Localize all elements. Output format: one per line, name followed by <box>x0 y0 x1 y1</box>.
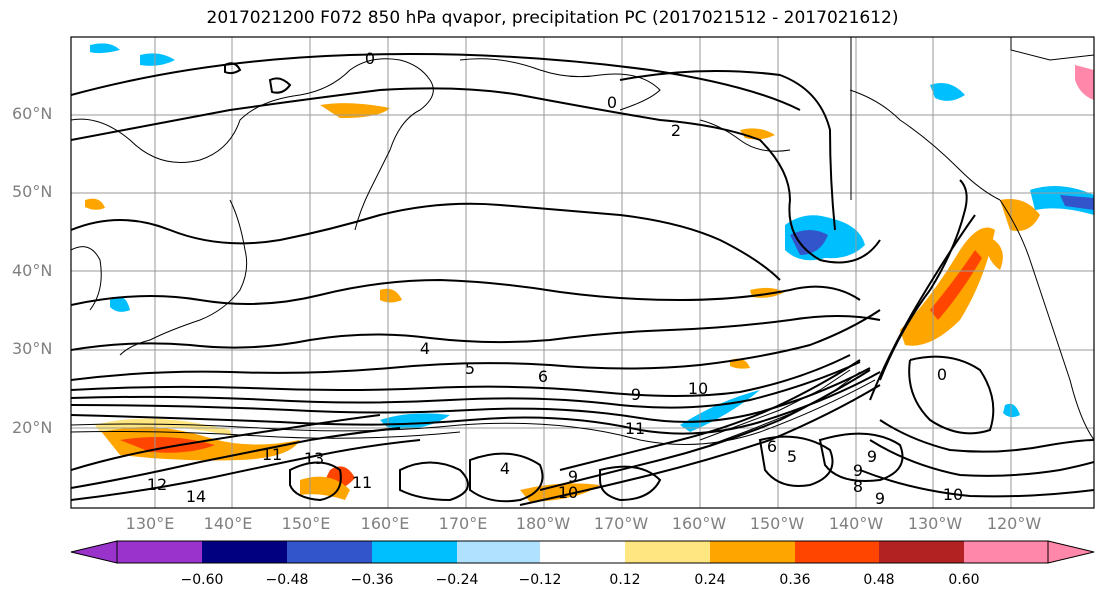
lon-label: 170°E <box>438 514 488 533</box>
contour-label: 9 <box>568 467 578 486</box>
contour-labels: 0 0 2 4 5 6 9 10 11 11 12 13 14 11 9 9 8… <box>147 49 963 508</box>
colorbar-tick: 0.60 <box>948 572 980 588</box>
colorbar-bin <box>540 541 625 563</box>
lon-label: 170°W <box>593 514 649 533</box>
lon-label: 180°W <box>515 514 571 533</box>
colorbar-tick: −0.12 <box>518 572 562 588</box>
contour-label: 6 <box>767 437 777 456</box>
lon-label: 130°E <box>125 514 175 533</box>
contour-label: 10 <box>943 485 963 504</box>
lat-label: 30°N <box>12 339 53 358</box>
map-title: 2017021200 F072 850 hPa qvapor, precipit… <box>206 8 899 28</box>
contour-label: 11 <box>625 419 645 438</box>
colorbar-tick: 0.24 <box>694 572 726 588</box>
contour-label: 9 <box>631 385 641 404</box>
lon-label: 120°W <box>986 514 1042 533</box>
colorbar-extend-high <box>1047 540 1095 564</box>
colorbar-tick: 0.36 <box>779 572 811 588</box>
contour-label: 10 <box>688 379 708 398</box>
contour-label: 4 <box>500 459 510 478</box>
colorbar-bin <box>879 541 964 563</box>
contour-label: 0 <box>937 365 947 384</box>
lat-label: 20°N <box>12 418 53 437</box>
lon-label: 160°E <box>360 514 410 533</box>
contour-label: 4 <box>420 339 430 358</box>
contour-label: 13 <box>304 449 324 468</box>
colorbar-tick: −0.24 <box>435 572 479 588</box>
contour-label: 5 <box>787 447 797 466</box>
map-frame <box>70 36 1095 509</box>
lat-label: 60°N <box>12 104 53 123</box>
contour-label: 12 <box>147 475 167 494</box>
contour-label: 10 <box>558 483 578 502</box>
contour-label: 2 <box>671 121 681 140</box>
colorbar-extend-low <box>70 540 118 564</box>
colorbar-bin <box>117 541 202 563</box>
colorbar-tick: −0.48 <box>265 572 309 588</box>
thin-contours <box>71 369 876 446</box>
contour-label: 9 <box>875 489 885 508</box>
contour-label: 11 <box>262 445 282 464</box>
colorbar-tick: −0.60 <box>180 572 224 588</box>
colorbar <box>70 540 1095 564</box>
lon-label: 150°W <box>749 514 805 533</box>
colorbar-bin <box>964 541 1048 563</box>
graticule <box>71 37 1094 508</box>
colorbar-tick: −0.36 <box>350 572 394 588</box>
lat-label: 40°N <box>12 261 53 280</box>
contour-label: 8 <box>853 477 863 496</box>
colorbar-bin <box>795 541 879 563</box>
lon-label: 140°W <box>828 514 884 533</box>
lon-label: 130°W <box>907 514 963 533</box>
lon-label: 140°E <box>203 514 253 533</box>
colorbar-bin <box>625 541 710 563</box>
colorbar-tick: 0.48 <box>863 572 895 588</box>
colorbar-bin <box>457 541 540 563</box>
contour-label: 9 <box>853 461 863 480</box>
lat-label: 50°N <box>12 182 53 201</box>
contour-label: 11 <box>352 473 372 492</box>
map-panel: 0 0 2 4 5 6 9 10 11 11 12 13 14 11 9 9 8… <box>71 37 1094 508</box>
colorbar-bin <box>372 541 457 563</box>
lon-label: 150°E <box>281 514 331 533</box>
colorbar-bin <box>202 541 287 563</box>
colorbar-bin <box>287 541 372 563</box>
contour-label: 0 <box>365 49 375 68</box>
contour-label: 9 <box>867 447 877 466</box>
contour-label: 14 <box>186 487 206 506</box>
lon-label: 160°W <box>671 514 727 533</box>
colorbar-bin <box>710 541 795 563</box>
contour-label: 5 <box>465 359 475 378</box>
contour-label: 0 <box>607 93 617 112</box>
coastlines <box>71 37 1094 441</box>
colorbar-tick: 0.12 <box>609 572 641 588</box>
contour-label: 6 <box>538 367 548 386</box>
